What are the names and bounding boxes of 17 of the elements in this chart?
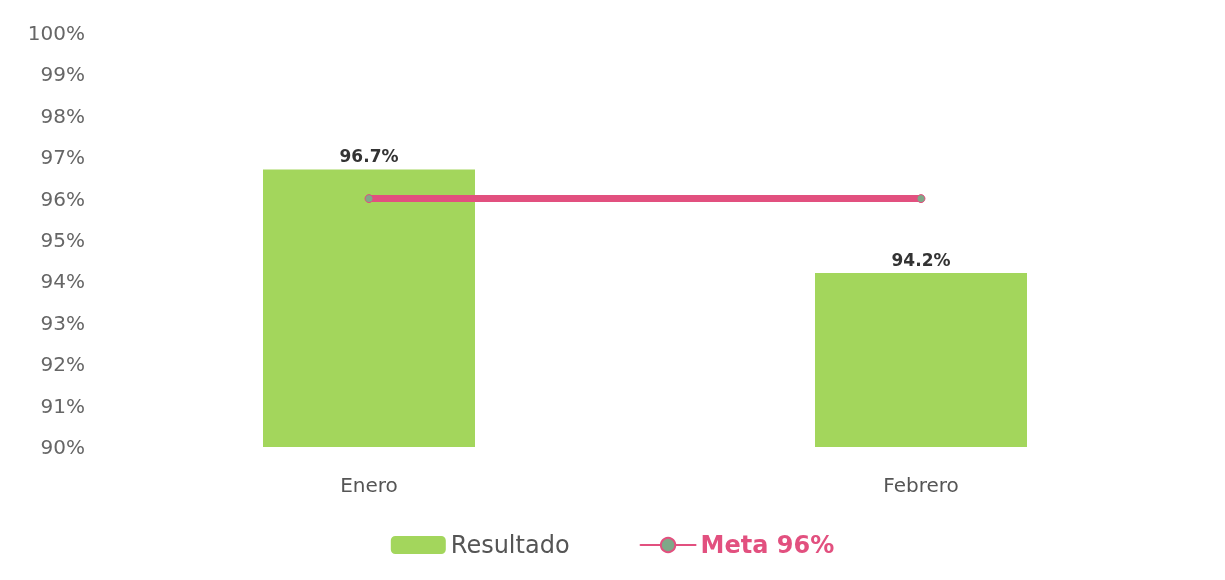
y-tick-label: 97% xyxy=(40,145,85,170)
legend-label: Meta 96% xyxy=(700,531,835,559)
legend-label: Resultado xyxy=(450,531,570,559)
y-tick-label: 96% xyxy=(40,186,85,211)
data-label: 96.7% xyxy=(339,146,399,167)
x-tick-label: Febrero xyxy=(883,473,959,497)
y-tick-label: 91% xyxy=(40,393,85,418)
y-tick-label: 92% xyxy=(40,352,85,377)
y-tick-label: 93% xyxy=(40,310,85,335)
y-tick-label: 99% xyxy=(40,62,85,87)
y-tick-label: 90% xyxy=(40,435,85,459)
y-tick-label: 100% xyxy=(27,21,85,45)
x-tick-label: Enero xyxy=(340,473,398,497)
y-tick-label: 95% xyxy=(40,228,85,252)
data-label: 94.2% xyxy=(891,249,951,270)
y-tick-label: 98% xyxy=(40,103,85,128)
y-tick-label: 94% xyxy=(40,269,85,294)
